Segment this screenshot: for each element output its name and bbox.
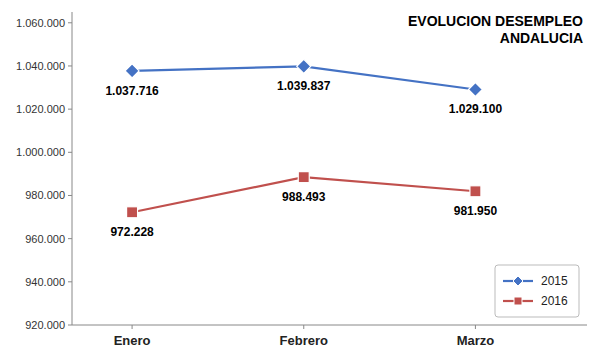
point — [298, 172, 309, 183]
y-tick — [68, 65, 72, 66]
x-tick — [132, 325, 133, 329]
point — [125, 64, 139, 78]
data-label: 1.037.716 — [105, 84, 159, 98]
y-tick — [68, 325, 72, 326]
y-tick-label: 1.040.000 — [16, 60, 65, 72]
x-axis-line — [72, 325, 587, 326]
x-tick — [303, 325, 304, 329]
legend-label: 2015 — [541, 274, 568, 288]
y-tick — [68, 109, 72, 110]
y-tick-label: 960.000 — [25, 233, 65, 245]
data-label: 981.950 — [454, 204, 498, 218]
y-tick-label: 1.020.000 — [16, 103, 65, 115]
data-label: 988.493 — [282, 190, 326, 204]
y-tick — [68, 152, 72, 153]
y-tick-label: 920.000 — [25, 319, 65, 331]
y-tick-label: 980.000 — [25, 189, 65, 201]
y-tick-label: 1.060.000 — [16, 17, 65, 29]
legend-label: 2016 — [541, 294, 568, 308]
plot-area — [125, 59, 482, 217]
y-tick — [68, 281, 72, 282]
legend-marker — [513, 276, 523, 286]
chart: 920.000 940.000 960.000 980.000 1.000.000 1.0… — [0, 0, 601, 361]
point — [470, 186, 481, 197]
y-tick — [68, 22, 72, 23]
axes: 920.000 940.000 960.000 980.000 1.000.000 1.0… — [16, 12, 587, 348]
y-tick-label: 940.000 — [25, 276, 65, 288]
y-axis-line — [72, 12, 73, 325]
subtitle-text: ANDALUCIA — [500, 30, 583, 46]
legend-box — [495, 265, 579, 317]
point — [127, 207, 138, 218]
legend-marker — [514, 297, 522, 305]
y-tick — [68, 238, 72, 239]
x-tick-label: Enero — [114, 333, 151, 348]
x-tick — [475, 325, 476, 329]
data-label: 1.039.837 — [277, 79, 331, 93]
data-label: 1.029.100 — [449, 102, 503, 116]
title: EVOLUCION DESEMPLEOANDALUCIA — [408, 13, 583, 46]
data-labels: 1.037.716 1.039.837 1.029.100 972.228 988.49… — [105, 79, 502, 239]
title-text: EVOLUCION DESEMPLEO — [408, 13, 583, 29]
x-tick-label: Marzo — [457, 333, 495, 348]
legend: 2015 2016 — [495, 265, 579, 317]
point — [468, 82, 482, 96]
data-label: 972.228 — [110, 225, 154, 239]
point — [297, 59, 311, 73]
y-tick-label: 1.000.000 — [16, 146, 65, 158]
y-tick — [68, 195, 72, 196]
x-tick-label: Febrero — [280, 333, 328, 348]
